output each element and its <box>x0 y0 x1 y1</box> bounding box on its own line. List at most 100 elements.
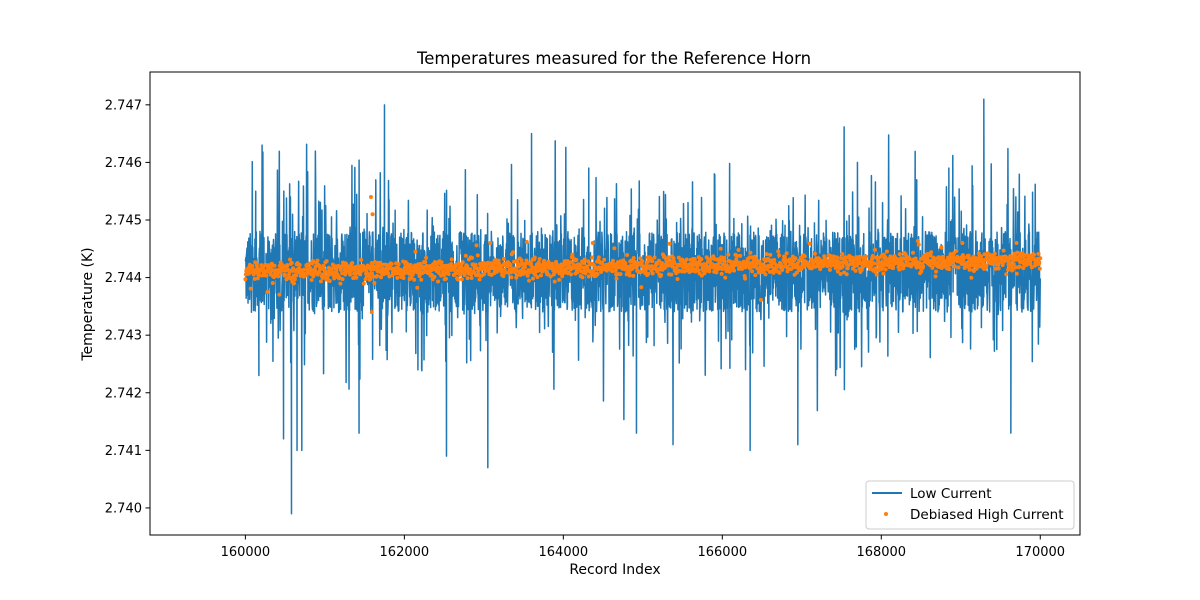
data-point <box>590 241 595 246</box>
data-point <box>979 254 984 259</box>
data-point <box>291 281 296 286</box>
data-point <box>919 269 924 274</box>
data-point <box>557 277 562 282</box>
y-axis-label: Temperature (K) <box>80 247 96 361</box>
data-point <box>509 275 514 280</box>
data-point <box>387 274 392 279</box>
data-point <box>276 274 281 279</box>
data-point <box>413 249 418 254</box>
data-point <box>470 255 475 260</box>
data-point <box>650 271 655 276</box>
data-point <box>369 271 374 276</box>
data-point <box>481 272 486 277</box>
data-point <box>310 258 315 263</box>
data-point <box>497 261 501 266</box>
data-point <box>881 271 886 276</box>
data-point <box>474 243 479 248</box>
data-point <box>625 253 630 258</box>
data-point <box>768 252 773 257</box>
data-point <box>379 275 384 280</box>
data-point <box>302 267 307 272</box>
data-point <box>537 257 542 262</box>
data-point <box>946 258 951 263</box>
data-point <box>722 259 727 264</box>
y-tick-label: 2.744 <box>105 271 142 286</box>
data-point <box>401 276 406 280</box>
data-point <box>864 254 869 259</box>
data-point <box>974 256 979 261</box>
data-point <box>825 264 830 269</box>
data-point <box>503 270 508 275</box>
data-point <box>818 267 823 272</box>
data-point <box>455 277 460 282</box>
data-point <box>719 271 724 276</box>
data-point <box>465 264 470 269</box>
data-point <box>960 241 965 246</box>
data-point <box>309 277 314 282</box>
data-point <box>586 274 591 279</box>
data-point <box>933 269 938 274</box>
data-point <box>675 276 680 281</box>
data-point <box>1037 260 1042 265</box>
data-point <box>941 254 946 259</box>
data-point <box>465 276 470 281</box>
data-point <box>732 268 737 273</box>
data-point <box>901 266 906 271</box>
data-point <box>827 267 832 272</box>
data-point <box>443 276 448 281</box>
data-point <box>460 260 465 265</box>
data-point <box>375 273 380 278</box>
data-point <box>297 262 302 267</box>
data-point <box>897 252 902 257</box>
data-point <box>868 267 873 272</box>
data-point <box>292 277 297 282</box>
data-point <box>417 274 422 279</box>
data-point <box>243 277 248 282</box>
data-point <box>270 280 275 285</box>
data-point <box>838 271 843 276</box>
data-point <box>956 265 961 270</box>
data-point <box>560 274 565 279</box>
data-point <box>630 266 635 271</box>
y-tick-label: 2.745 <box>105 213 142 228</box>
data-point <box>722 255 727 260</box>
data-point <box>763 272 768 277</box>
data-point <box>884 249 889 254</box>
data-point <box>423 260 428 265</box>
x-tick-label: 168000 <box>856 545 906 560</box>
data-point <box>714 270 719 275</box>
data-point <box>961 255 966 260</box>
data-point <box>611 258 615 263</box>
data-point <box>519 258 524 263</box>
data-point <box>368 276 373 281</box>
x-tick-label: 162000 <box>380 545 430 560</box>
data-point <box>883 267 888 272</box>
y-tick-label: 2.746 <box>105 156 142 171</box>
data-point <box>305 262 310 267</box>
data-point <box>436 270 441 275</box>
data-point <box>750 269 755 274</box>
data-point <box>491 261 496 266</box>
data-point <box>614 276 619 281</box>
data-point <box>439 260 444 265</box>
series-line-low-current <box>244 98 1042 515</box>
y-tick-label: 2.740 <box>105 501 142 516</box>
data-point <box>915 238 920 243</box>
data-point <box>947 267 952 272</box>
data-point <box>358 272 363 277</box>
data-point <box>1005 256 1010 261</box>
data-point <box>570 252 575 257</box>
data-point <box>550 261 555 266</box>
data-point <box>911 250 916 255</box>
data-point <box>753 273 758 278</box>
data-point <box>646 271 651 276</box>
series-points-debiased-high-current <box>243 194 1043 315</box>
data-point <box>903 263 908 268</box>
data-point <box>743 276 748 281</box>
data-point <box>952 264 957 269</box>
data-point <box>1037 266 1042 271</box>
data-point <box>618 272 623 277</box>
data-point <box>897 267 902 272</box>
legend: Low Current Debiased High Current <box>865 480 1075 530</box>
data-point <box>672 261 677 266</box>
